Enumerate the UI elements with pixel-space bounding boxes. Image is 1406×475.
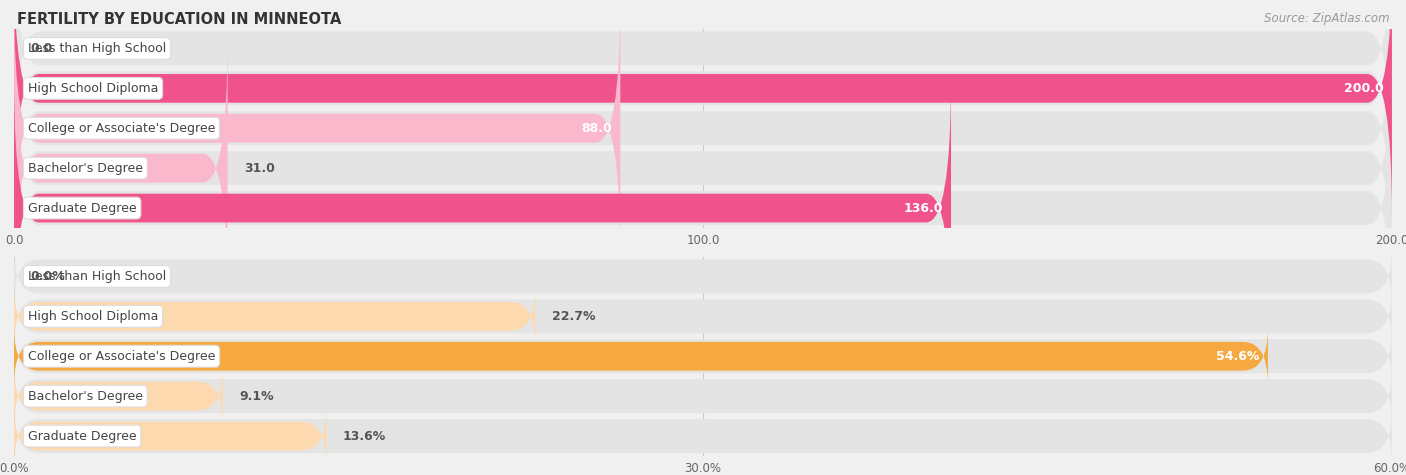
- FancyBboxPatch shape: [14, 370, 1392, 422]
- FancyBboxPatch shape: [14, 250, 1392, 303]
- FancyBboxPatch shape: [14, 81, 1392, 335]
- FancyBboxPatch shape: [14, 330, 1392, 382]
- Text: Source: ZipAtlas.com: Source: ZipAtlas.com: [1264, 12, 1389, 25]
- Text: 54.6%: 54.6%: [1216, 350, 1260, 363]
- FancyBboxPatch shape: [14, 368, 224, 425]
- Text: 136.0: 136.0: [903, 201, 943, 215]
- Text: 9.1%: 9.1%: [239, 390, 274, 403]
- FancyBboxPatch shape: [14, 41, 1392, 295]
- Text: FERTILITY BY EDUCATION IN MINNEOTA: FERTILITY BY EDUCATION IN MINNEOTA: [17, 12, 342, 27]
- Text: College or Associate's Degree: College or Associate's Degree: [28, 122, 215, 135]
- Text: 88.0: 88.0: [581, 122, 612, 135]
- Text: 13.6%: 13.6%: [343, 429, 387, 443]
- Text: Less than High School: Less than High School: [28, 42, 166, 55]
- Text: Bachelor's Degree: Bachelor's Degree: [28, 162, 143, 175]
- FancyBboxPatch shape: [14, 79, 950, 337]
- Text: 31.0: 31.0: [245, 162, 276, 175]
- FancyBboxPatch shape: [14, 408, 326, 465]
- FancyBboxPatch shape: [14, 290, 1392, 342]
- Text: 22.7%: 22.7%: [553, 310, 595, 323]
- Text: Less than High School: Less than High School: [28, 270, 166, 283]
- FancyBboxPatch shape: [14, 0, 620, 257]
- FancyBboxPatch shape: [14, 288, 536, 345]
- FancyBboxPatch shape: [14, 328, 1268, 385]
- FancyBboxPatch shape: [14, 39, 228, 297]
- FancyBboxPatch shape: [14, 1, 1392, 255]
- FancyBboxPatch shape: [14, 0, 1392, 215]
- Text: Graduate Degree: Graduate Degree: [28, 201, 136, 215]
- Text: 0.0%: 0.0%: [31, 270, 65, 283]
- Text: Bachelor's Degree: Bachelor's Degree: [28, 390, 143, 403]
- Text: 0.0: 0.0: [31, 42, 53, 55]
- Text: High School Diploma: High School Diploma: [28, 82, 159, 95]
- Text: Graduate Degree: Graduate Degree: [28, 429, 136, 443]
- Text: 200.0: 200.0: [1344, 82, 1384, 95]
- Text: College or Associate's Degree: College or Associate's Degree: [28, 350, 215, 363]
- FancyBboxPatch shape: [14, 0, 1392, 218]
- Text: High School Diploma: High School Diploma: [28, 310, 159, 323]
- FancyBboxPatch shape: [14, 410, 1392, 462]
- FancyBboxPatch shape: [14, 0, 1392, 175]
